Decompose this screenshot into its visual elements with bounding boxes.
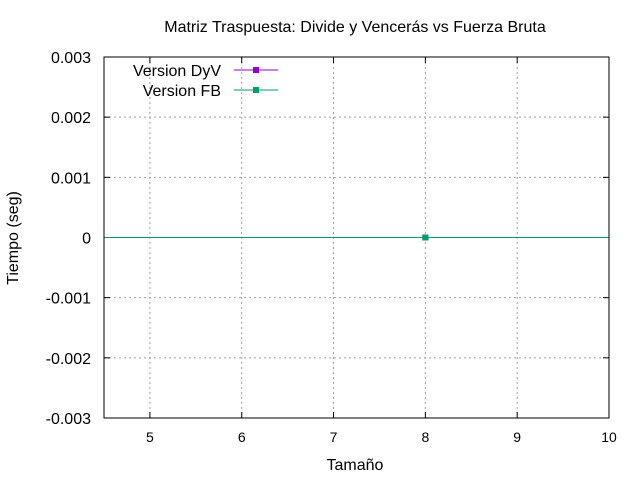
legend-swatch-marker xyxy=(253,87,259,93)
y-tick-label: 0.003 xyxy=(51,50,91,67)
x-tick-label: 10 xyxy=(601,429,617,445)
data-point xyxy=(422,234,429,241)
chart-title: Matriz Traspuesta: Divide y Vencerás vs … xyxy=(164,19,546,36)
legend-swatch-marker xyxy=(253,67,259,73)
y-tick-label: -0.002 xyxy=(46,351,91,368)
legend: Version DyV Version FB xyxy=(133,63,278,100)
y-tick-label: 0.002 xyxy=(51,110,91,127)
y-tick-label: -0.001 xyxy=(46,291,91,308)
y-tick-label: -0.003 xyxy=(46,411,91,428)
x-tick-label: 6 xyxy=(238,429,246,445)
x-tick-label: 9 xyxy=(513,429,521,445)
axis-ticks: 5 6 7 8 9 10 0.003 0.002 0.001 0 -0.001 -0.002 -0.00… xyxy=(46,50,617,445)
y-tick-label: 0.001 xyxy=(51,170,91,187)
x-tick-label: 8 xyxy=(421,429,429,445)
x-axis-label: Tamaño xyxy=(327,457,384,474)
series-fb xyxy=(104,234,609,241)
legend-label: Version DyV xyxy=(133,63,221,80)
x-tick-label: 7 xyxy=(330,429,338,445)
y-axis-label: Tiempo (seg) xyxy=(5,191,22,285)
y-tick-label: 0 xyxy=(82,231,91,248)
x-tick-label: 5 xyxy=(146,429,154,445)
series-layer xyxy=(104,234,609,241)
legend-label: Version FB xyxy=(143,83,221,100)
plot-frame xyxy=(103,56,610,419)
